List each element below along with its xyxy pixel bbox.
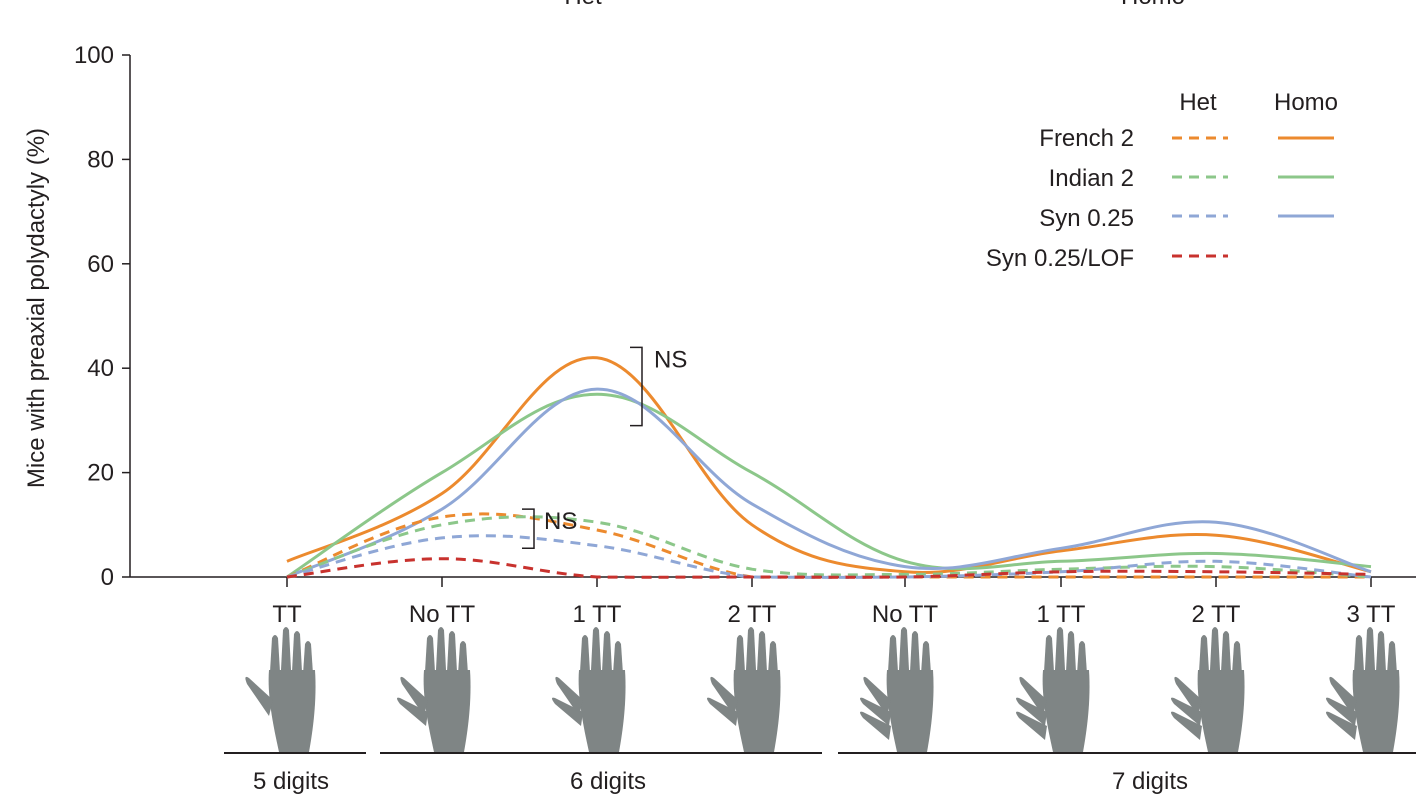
x-tick-label: 1 TT xyxy=(1037,601,1086,628)
hand-icon xyxy=(552,627,626,752)
x-ticks: TT No TT 1 TT 2 TT No TT 1 TT 2 TT 3 TT xyxy=(272,577,1396,628)
series-line-syn-0-25-lof-het xyxy=(286,557,1372,579)
hand-icon xyxy=(707,627,781,752)
legend-label-indian2: Indian 2 xyxy=(1049,165,1134,192)
hand-icon xyxy=(1326,627,1400,752)
legend-col-homo: Homo xyxy=(1274,89,1338,116)
legend: Het Homo French 2 Indian 2 Syn 0.25 Syn … xyxy=(986,89,1338,272)
y-ticks: 0 20 40 60 80 100 xyxy=(74,42,130,591)
legend-label-syn025: Syn 0.25 xyxy=(1039,205,1134,232)
y-tick-label: 20 xyxy=(87,460,114,487)
series-lines xyxy=(286,356,1372,579)
hand-icon xyxy=(245,627,316,752)
axes xyxy=(129,55,1416,578)
hand-icons xyxy=(245,627,1400,752)
ns-bracket xyxy=(630,346,643,427)
series-line-indian-2-het xyxy=(286,515,1372,579)
y-tick-label: 0 xyxy=(101,564,114,591)
x-tick-label: 2 TT xyxy=(1192,601,1241,628)
x-tick-label: 1 TT xyxy=(573,601,622,628)
annotations: NS NS xyxy=(522,346,687,550)
y-tick-label: 100 xyxy=(74,42,114,69)
hand-icon xyxy=(1171,627,1245,752)
y-tick-label: 40 xyxy=(87,355,114,382)
top-label-het: Het xyxy=(564,0,602,10)
legend-label-french2: French 2 xyxy=(1039,125,1134,152)
y-axis-label: Mice with preaxial polydactyly (%) xyxy=(23,128,50,488)
ns-bracket xyxy=(522,508,535,550)
series-line-syn-0-25-homo xyxy=(286,387,1372,579)
series-line-french-2-homo xyxy=(286,356,1372,574)
y-tick-label: 80 xyxy=(87,146,114,173)
legend-col-het: Het xyxy=(1179,89,1217,116)
digit-group-label: 7 digits xyxy=(1112,768,1188,795)
digit-group-label: 5 digits xyxy=(253,768,329,795)
x-tick-label: 2 TT xyxy=(728,601,777,628)
top-label-homo: Homo xyxy=(1121,0,1185,10)
digit-group-label: 6 digits xyxy=(570,768,646,795)
hand-icon xyxy=(1016,627,1090,752)
x-tick-label: 3 TT xyxy=(1347,601,1396,628)
hand-icon xyxy=(397,627,471,752)
digit-groups: 5 digits 6 digits 7 digits xyxy=(224,752,1416,795)
y-tick-label: 60 xyxy=(87,251,114,278)
series-line-syn-0-25-het xyxy=(286,534,1372,579)
ns-label: NS xyxy=(654,346,687,373)
x-tick-label: No TT xyxy=(409,601,476,628)
hand-icon xyxy=(860,627,934,752)
legend-label-syn025lof: Syn 0.25/LOF xyxy=(986,245,1134,272)
x-tick-label: TT xyxy=(272,601,302,628)
x-tick-label: No TT xyxy=(872,601,939,628)
ns-label: NS xyxy=(544,508,577,535)
series-line-indian-2-homo xyxy=(286,392,1372,579)
